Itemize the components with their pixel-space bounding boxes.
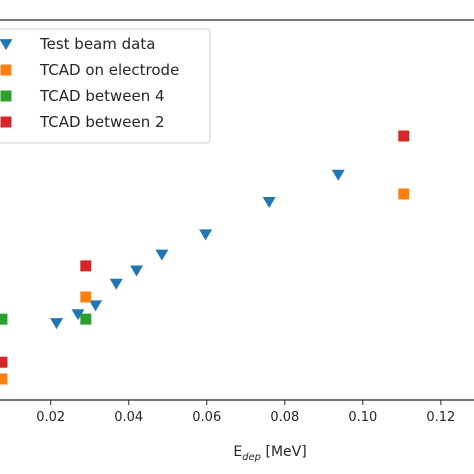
x-tick-label: 0.04 (114, 410, 143, 425)
plot-frame (0, 19, 474, 401)
legend-marker (0, 90, 12, 102)
data-point (262, 197, 276, 209)
x-axis-tick-labels: 0.02 0.04 0.06 0.08 0.10 0.12 (36, 410, 455, 425)
data-point (71, 309, 85, 321)
x-axis-ticks (50, 400, 442, 405)
data-point (80, 291, 92, 303)
x-axis-label-subscript: dep (242, 452, 261, 463)
x-tick-label: 0.08 (270, 410, 299, 425)
data-point (398, 130, 410, 142)
data-point (130, 265, 144, 277)
data-point (0, 313, 8, 325)
data-point (80, 260, 92, 272)
legend: Test beam data TCAD on electrode TCAD betw… (0, 28, 211, 144)
data-point (398, 188, 410, 200)
legend-marker (0, 64, 12, 76)
x-tick-label: 0.12 (426, 410, 455, 425)
data-point (199, 229, 213, 241)
data-markers (0, 130, 410, 385)
x-axis-label: Edep [MeV] (233, 444, 306, 463)
legend-marker (0, 39, 13, 51)
x-axis-label-unit: [MeV] (261, 444, 307, 460)
data-point (331, 169, 345, 181)
data-point (0, 373, 8, 385)
data-point (155, 249, 169, 261)
legend-entry-label: TCAD between 2 (39, 113, 165, 131)
x-tick-label: 0.10 (348, 410, 377, 425)
data-point (50, 318, 64, 330)
data-point (109, 278, 123, 290)
legend-marker (0, 116, 12, 128)
x-tick-label: 0.02 (36, 410, 65, 425)
legend-box (0, 28, 211, 144)
legend-entry-label: TCAD on electrode (39, 61, 179, 79)
data-point (89, 300, 103, 312)
legend-entry-label: TCAD between 4 (39, 87, 165, 105)
legend-items: Test beam data TCAD on electrode TCAD betw… (0, 35, 179, 131)
x-tick-label: 0.06 (192, 410, 221, 425)
legend-entry-label: Test beam data (39, 35, 155, 53)
x-axis-label-main: E (233, 444, 242, 460)
data-point (80, 313, 92, 325)
data-point (0, 356, 8, 368)
